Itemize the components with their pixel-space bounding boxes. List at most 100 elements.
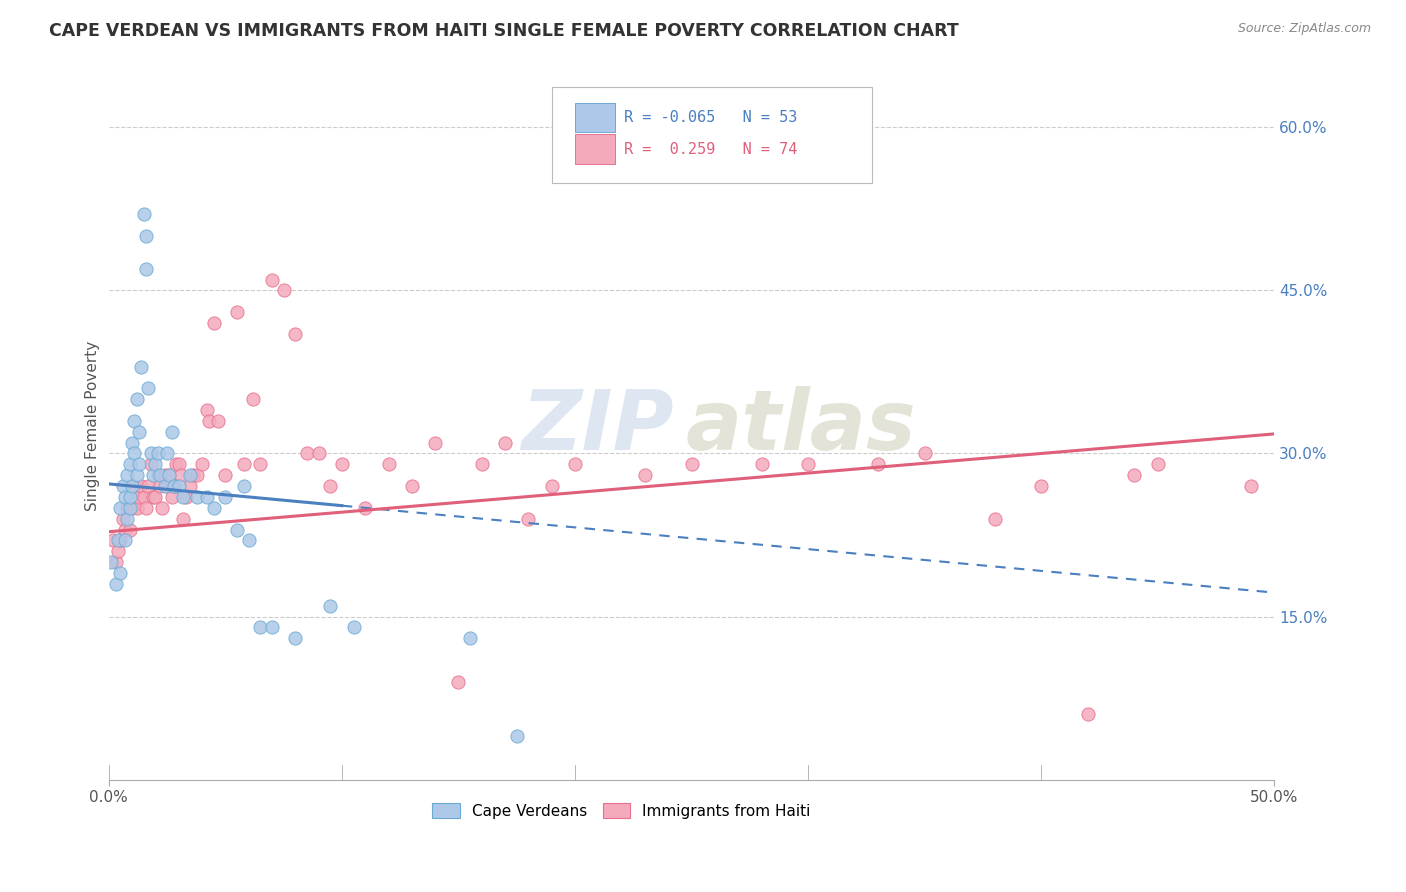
Point [260, 620, 283, 634]
Point [118, 523, 141, 537]
Point [163, 479, 186, 493]
Point [1031, 479, 1053, 493]
Point [121, 479, 143, 493]
Point [634, 468, 657, 483]
Point [681, 458, 703, 472]
Point [124, 414, 146, 428]
Point [319, 599, 342, 613]
Point [114, 523, 136, 537]
Text: R =  0.259   N = 74: R = 0.259 N = 74 [624, 142, 797, 157]
Point [156, 479, 179, 493]
Point [139, 446, 162, 460]
Point [354, 500, 377, 515]
Point [249, 620, 271, 634]
Point [174, 490, 197, 504]
Point [110, 566, 132, 580]
Point [114, 490, 136, 504]
Text: ZIP: ZIP [522, 386, 673, 467]
Point [207, 414, 229, 428]
Point [506, 729, 529, 743]
Point [117, 511, 139, 525]
Point [458, 632, 481, 646]
Point [150, 500, 173, 515]
Point [540, 479, 562, 493]
Point [132, 207, 155, 221]
Point [131, 359, 153, 374]
Point [471, 458, 494, 472]
Point [447, 674, 470, 689]
Point [284, 326, 307, 341]
Point [242, 392, 264, 406]
Point [319, 479, 342, 493]
Point [233, 458, 256, 472]
Point [132, 490, 155, 504]
Point [186, 468, 208, 483]
Point [284, 632, 307, 646]
Point [868, 458, 890, 472]
Point [170, 468, 193, 483]
Point [149, 479, 172, 493]
Point [172, 511, 194, 525]
Point [125, 468, 148, 483]
Point [145, 458, 167, 472]
Point [214, 468, 236, 483]
Point [138, 479, 160, 493]
Point [131, 479, 153, 493]
Point [165, 458, 187, 472]
Point [128, 458, 150, 472]
Point [111, 479, 134, 493]
Point [146, 446, 169, 460]
Y-axis label: Single Female Poverty: Single Female Poverty [86, 341, 100, 511]
Point [914, 446, 936, 460]
Point [118, 490, 141, 504]
FancyBboxPatch shape [575, 135, 614, 164]
Point [118, 500, 141, 515]
Point [564, 458, 586, 472]
Point [195, 490, 218, 504]
Point [202, 500, 225, 515]
Point [142, 468, 165, 483]
Point [401, 479, 423, 493]
Point [128, 490, 150, 504]
Point [104, 555, 127, 569]
Point [260, 272, 283, 286]
Point [179, 468, 201, 483]
Point [1146, 458, 1168, 472]
Point [146, 468, 169, 483]
Point [1240, 479, 1263, 493]
Point [107, 533, 129, 548]
Point [160, 490, 183, 504]
Point [125, 500, 148, 515]
Point [114, 533, 136, 548]
Point [226, 305, 249, 319]
Point [142, 490, 165, 504]
Point [156, 446, 179, 460]
Point [103, 533, 125, 548]
Point [342, 620, 364, 634]
Point [195, 403, 218, 417]
Point [145, 490, 167, 504]
Point [233, 479, 256, 493]
Point [273, 284, 295, 298]
Point [517, 511, 540, 525]
Point [128, 425, 150, 439]
Point [157, 468, 180, 483]
Point [167, 458, 190, 472]
Point [1123, 468, 1146, 483]
Point [117, 468, 139, 483]
Point [107, 544, 129, 558]
Point [198, 414, 221, 428]
Point [308, 446, 330, 460]
Point [377, 458, 399, 472]
Point [172, 490, 194, 504]
Point [797, 458, 820, 472]
Point [186, 490, 208, 504]
Point [121, 435, 143, 450]
Point [153, 479, 176, 493]
Text: R = -0.065   N = 53: R = -0.065 N = 53 [624, 110, 797, 125]
FancyBboxPatch shape [575, 103, 614, 132]
Point [181, 468, 204, 483]
Point [330, 458, 353, 472]
Point [138, 381, 160, 395]
Point [135, 261, 157, 276]
